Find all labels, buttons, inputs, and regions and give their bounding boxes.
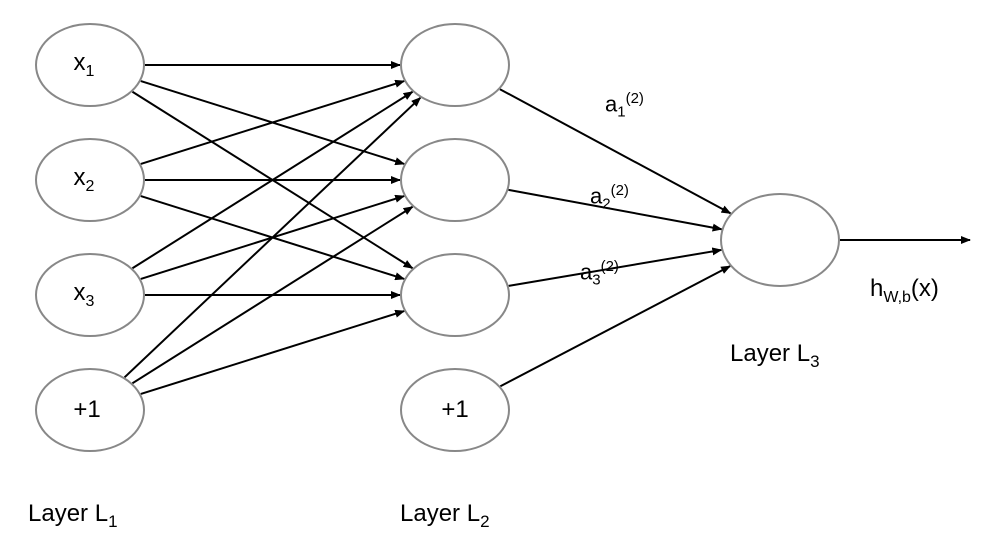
neural-net-diagram: a1(2) a2(2) a3(2) hW,b(x) x1 x2 x3 +1 Layer L1 +1…	[0, 0, 1000, 559]
layer-label-L3: Layer L3	[730, 340, 820, 372]
edge-label: a1(2)	[605, 90, 644, 121]
node-h2	[400, 138, 510, 222]
node-label: x2	[74, 164, 95, 196]
output-label: hW,b(x)	[870, 275, 939, 307]
node-o1	[720, 193, 840, 287]
edge-label: a3(2)	[580, 258, 619, 289]
edge	[125, 98, 421, 378]
edge-label: a2(2)	[590, 182, 629, 213]
node-h3	[400, 253, 510, 337]
node-label: x3	[74, 279, 95, 311]
layer-label-L2: Layer L2	[400, 500, 490, 532]
node-label: +1	[441, 396, 468, 424]
node-x2: x2	[35, 138, 145, 222]
node-x3: x3	[35, 253, 145, 337]
node-label: x1	[74, 49, 95, 81]
layer-label-L1: Layer L1	[28, 500, 118, 532]
node-b1: +1	[35, 368, 145, 452]
node-label: +1	[73, 396, 100, 424]
node-b2: +1	[400, 368, 510, 452]
node-h1	[400, 23, 510, 107]
node-x1: x1	[35, 23, 145, 107]
